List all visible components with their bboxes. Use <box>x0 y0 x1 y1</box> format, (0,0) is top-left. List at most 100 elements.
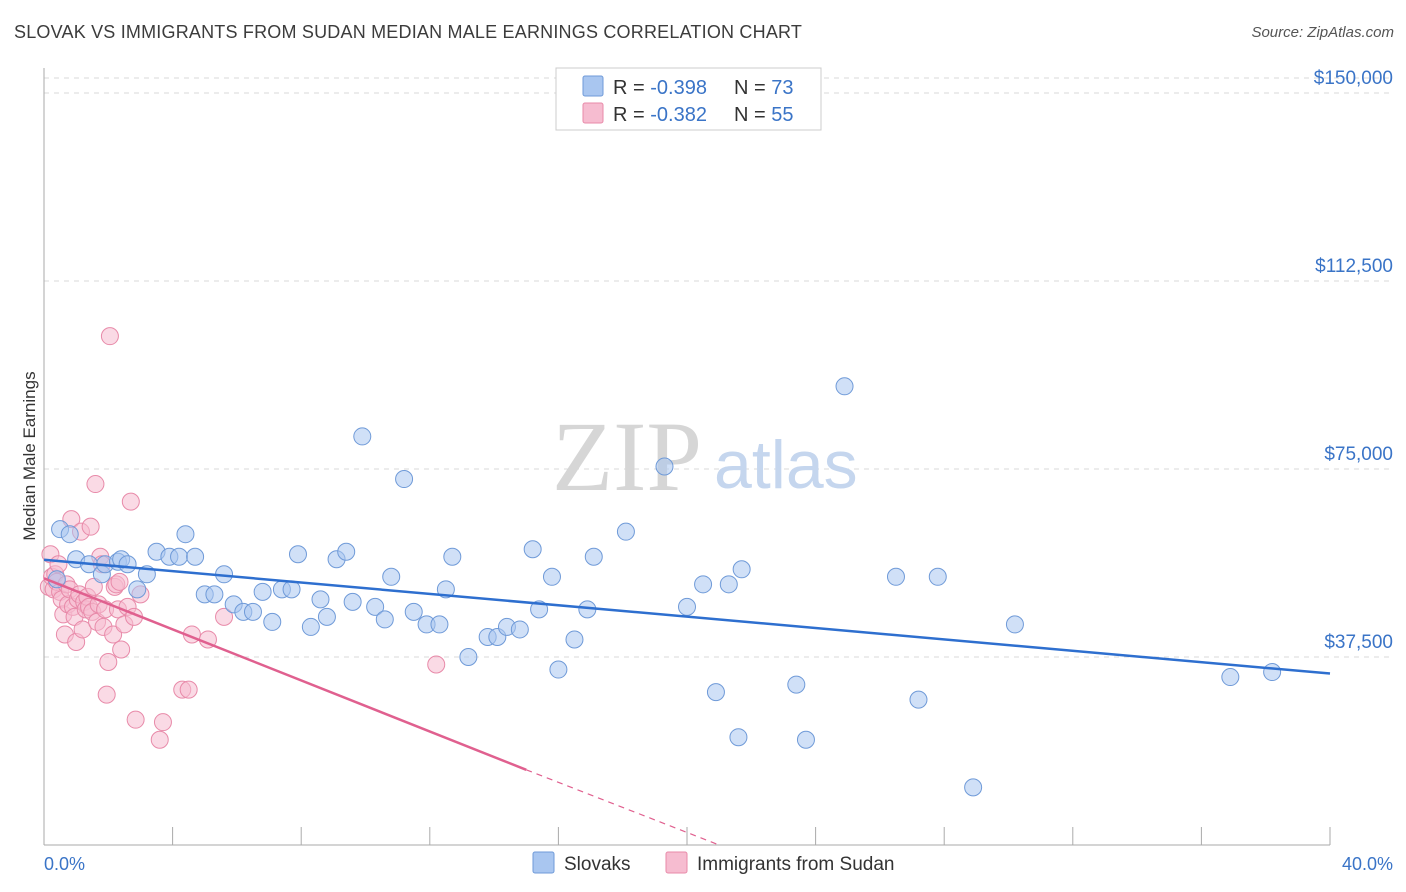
legend-bottom-label-slovaks: Slovaks <box>564 854 631 875</box>
slovak-point <box>176 525 195 544</box>
y-tick-label: $75,000 <box>1324 444 1393 465</box>
sudan-point <box>73 620 92 639</box>
x-tick-label-min: 0.0% <box>44 854 85 874</box>
sudan-point <box>97 685 116 704</box>
x-tick-label-max: 40.0% <box>1342 854 1393 874</box>
chart-source: Source: ZipAtlas.com <box>1251 24 1394 41</box>
slovak-point <box>459 648 478 667</box>
y-axis-label: Median Male Earnings <box>20 371 39 540</box>
slovak-point <box>118 555 137 574</box>
y-tick-label: $150,000 <box>1314 68 1393 89</box>
legend-r-value: -0.398 <box>650 77 707 99</box>
slovak-point <box>1263 663 1282 682</box>
slovak-point <box>542 567 561 586</box>
slovak-point <box>655 457 674 476</box>
y-axis-tick-labels: $37,500 $75,000 $112,500 $150,000 <box>1314 68 1393 653</box>
slovak-point <box>678 597 696 616</box>
slovak-point <box>616 522 635 541</box>
y-tick-label: $112,500 <box>1315 256 1393 277</box>
legend-swatch-sudan <box>582 102 604 124</box>
legend-row-sudan: R = -0.382 N = 55 <box>613 104 794 126</box>
slovak-point <box>523 540 542 559</box>
slovak-point <box>353 427 372 446</box>
slovak-point <box>60 525 79 544</box>
slovak-point <box>732 560 751 579</box>
slovak-point <box>964 778 983 797</box>
slovak-point <box>835 377 854 396</box>
sudan-point <box>112 640 131 659</box>
slovak-point <box>301 617 320 636</box>
legend-r-value: -0.382 <box>650 104 707 126</box>
sudan-trend-extension <box>526 769 720 846</box>
slovak-trend-line <box>43 558 1331 675</box>
slovak-point <box>729 728 748 747</box>
sudan-point <box>427 655 446 674</box>
sudan-point <box>215 607 234 626</box>
legend-n-value: 73 <box>771 77 793 99</box>
slovak-point <box>694 575 713 594</box>
legend-n-value: 55 <box>771 104 793 126</box>
slovak-point <box>719 575 738 594</box>
sudan-point <box>179 680 198 699</box>
slovak-point <box>337 542 356 561</box>
sudan-point <box>49 555 68 574</box>
slovak-point <box>243 602 262 621</box>
watermark-atlas: atlas <box>714 427 858 503</box>
legend-swatch-slovaks <box>582 75 604 97</box>
chart-title: SLOVAK VS IMMIGRANTS FROM SUDAN MEDIAN M… <box>14 22 803 42</box>
slovak-point <box>886 567 905 586</box>
slovak-point <box>128 580 147 599</box>
legend-r-label: R = <box>613 104 650 126</box>
sudan-point <box>126 710 145 729</box>
slovak-point <box>549 660 568 679</box>
slovak-point <box>510 620 529 639</box>
x-axis-ticks <box>43 827 1331 845</box>
sudan-point <box>150 730 169 749</box>
legend-n-label: N = <box>734 77 771 99</box>
y-tick-label: $37,500 <box>1324 632 1393 653</box>
slovak-point <box>311 590 330 609</box>
slovak-point <box>253 582 272 601</box>
legend-bottom: Slovaks Immigrants from Sudan <box>532 851 894 875</box>
slovak-point <box>787 675 806 694</box>
slovak-point <box>928 567 947 586</box>
gridlines <box>44 77 1393 658</box>
slovak-point <box>404 602 423 621</box>
slovak-point <box>205 585 224 604</box>
watermark-zip: ZIP <box>552 401 702 512</box>
slovak-point <box>263 612 282 631</box>
slovak-point <box>909 690 928 709</box>
sudan-point <box>104 625 123 644</box>
legend-bottom-label-sudan: Immigrants from Sudan <box>697 854 894 875</box>
legend-bottom-swatch-sudan <box>665 851 688 874</box>
slovak-point <box>1221 668 1240 687</box>
sudan-point <box>86 475 105 494</box>
slovak-point <box>436 580 455 599</box>
legend-n-label: N = <box>734 104 771 126</box>
slovak-point <box>382 567 401 586</box>
legend-bottom-swatch-slovaks <box>532 851 555 874</box>
slovak-point <box>366 597 385 616</box>
slovak-point <box>443 547 462 566</box>
slovak-point <box>288 545 307 564</box>
slovak-point <box>317 607 336 626</box>
sudan-point <box>81 517 100 536</box>
legend-r-label: R = <box>613 77 650 99</box>
slovak-point <box>796 730 815 749</box>
sudan-trend-line <box>43 577 527 771</box>
legend-row-slovaks: R = -0.398 N = 73 <box>613 77 794 99</box>
slovak-point <box>584 547 603 566</box>
slovak-point <box>375 610 394 629</box>
watermark: ZIP atlas <box>552 401 858 512</box>
series-immigrants-from-sudan <box>39 327 446 749</box>
slovak-point <box>395 470 414 489</box>
slovak-point <box>1005 615 1024 634</box>
slovak-point <box>706 683 725 702</box>
sudan-point <box>121 492 140 511</box>
slovak-point <box>186 547 205 566</box>
slovak-point <box>430 615 449 634</box>
slovak-point <box>170 547 189 566</box>
trend-lines <box>43 558 1331 846</box>
sudan-point <box>100 327 119 346</box>
